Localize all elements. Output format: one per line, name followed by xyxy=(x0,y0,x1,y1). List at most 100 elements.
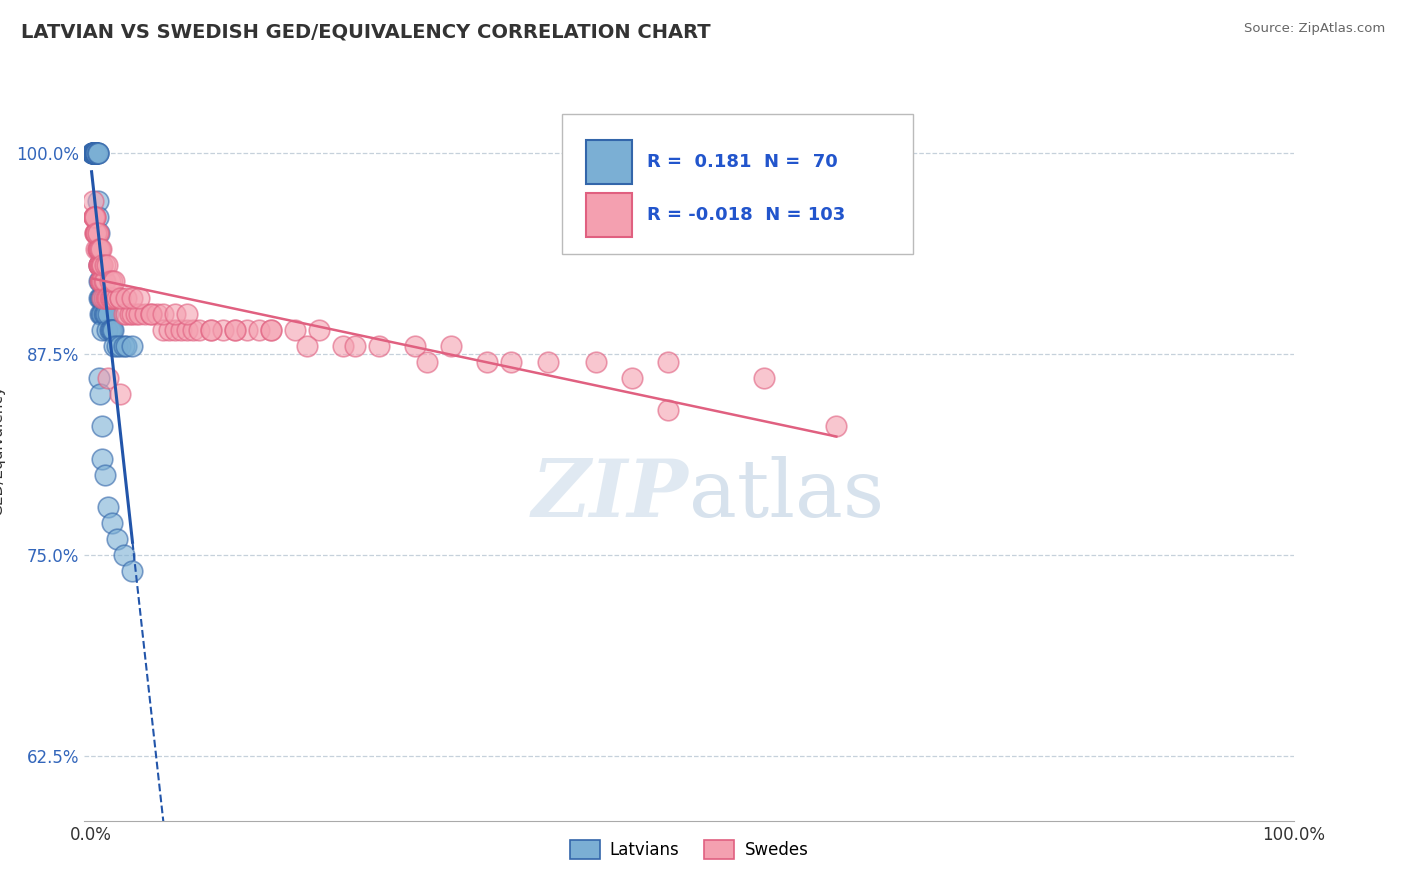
Point xyxy=(224,323,246,337)
Point xyxy=(87,258,110,272)
Point xyxy=(84,210,107,224)
Point xyxy=(93,307,115,321)
Point xyxy=(284,323,307,337)
Point xyxy=(139,307,162,321)
Point xyxy=(82,145,104,160)
Point xyxy=(91,258,114,272)
Point xyxy=(97,307,120,321)
Point xyxy=(89,242,111,256)
Point xyxy=(94,291,117,305)
FancyBboxPatch shape xyxy=(586,193,633,237)
Point xyxy=(103,291,125,305)
Point xyxy=(152,307,174,321)
Point xyxy=(181,323,204,337)
Point xyxy=(86,226,108,240)
Point xyxy=(121,564,143,578)
Point xyxy=(90,242,112,256)
Point xyxy=(84,226,107,240)
Point xyxy=(101,516,124,530)
Point xyxy=(86,145,108,160)
Point xyxy=(115,307,138,321)
Point xyxy=(110,291,132,305)
Point xyxy=(176,307,198,321)
Point xyxy=(86,242,108,256)
Point xyxy=(295,339,318,353)
Point xyxy=(100,291,122,305)
Point xyxy=(125,307,148,321)
Point xyxy=(87,258,110,272)
Point xyxy=(103,291,125,305)
Point xyxy=(87,242,110,256)
Point xyxy=(87,275,110,289)
Point xyxy=(94,307,117,321)
Point xyxy=(96,323,118,337)
Point xyxy=(91,419,114,434)
Point xyxy=(121,307,143,321)
Text: R = -0.018  N = 103: R = -0.018 N = 103 xyxy=(647,206,845,224)
Point xyxy=(236,323,259,337)
Point xyxy=(89,258,111,272)
Point xyxy=(501,355,523,369)
Point xyxy=(84,145,107,160)
Point xyxy=(169,323,191,337)
Point xyxy=(103,323,125,337)
Point xyxy=(112,339,135,353)
Point xyxy=(84,226,107,240)
Point xyxy=(247,323,270,337)
Point xyxy=(87,291,110,305)
Point xyxy=(86,145,108,160)
Point xyxy=(87,258,110,272)
Point xyxy=(86,242,108,256)
Point xyxy=(97,371,120,385)
Point xyxy=(657,403,679,417)
Point xyxy=(98,275,121,289)
Text: Source: ZipAtlas.com: Source: ZipAtlas.com xyxy=(1244,22,1385,36)
Point xyxy=(115,339,138,353)
Point xyxy=(128,307,150,321)
Point xyxy=(344,339,367,353)
Point xyxy=(82,145,104,160)
Point xyxy=(87,371,110,385)
Text: atlas: atlas xyxy=(689,456,884,534)
Point xyxy=(83,145,105,160)
Point xyxy=(200,323,222,337)
Point xyxy=(128,291,150,305)
Point xyxy=(82,194,104,208)
Point xyxy=(176,323,198,337)
FancyBboxPatch shape xyxy=(586,139,633,184)
Point xyxy=(121,291,143,305)
Point xyxy=(96,258,118,272)
Point xyxy=(97,291,120,305)
Point xyxy=(91,451,114,466)
Point xyxy=(308,323,330,337)
Point xyxy=(98,323,121,337)
Point xyxy=(86,226,108,240)
Point xyxy=(404,339,426,353)
Point xyxy=(84,210,107,224)
Point xyxy=(86,194,108,208)
Point xyxy=(416,355,439,369)
Point xyxy=(110,291,132,305)
Point xyxy=(84,145,107,160)
Point xyxy=(86,145,108,160)
Point xyxy=(89,258,111,272)
Point xyxy=(82,145,104,160)
Point xyxy=(86,145,108,160)
Point xyxy=(83,145,105,160)
Point xyxy=(332,339,354,353)
Point xyxy=(87,226,110,240)
Point xyxy=(84,145,107,160)
Point xyxy=(101,323,124,337)
Point xyxy=(585,355,607,369)
Point xyxy=(83,145,105,160)
Point xyxy=(96,291,118,305)
Point xyxy=(83,210,105,224)
Point xyxy=(89,307,111,321)
Point xyxy=(93,291,115,305)
Point xyxy=(752,371,775,385)
Point xyxy=(620,371,643,385)
Point xyxy=(86,242,108,256)
Point xyxy=(825,419,848,434)
Point xyxy=(82,145,104,160)
Point xyxy=(89,291,111,305)
